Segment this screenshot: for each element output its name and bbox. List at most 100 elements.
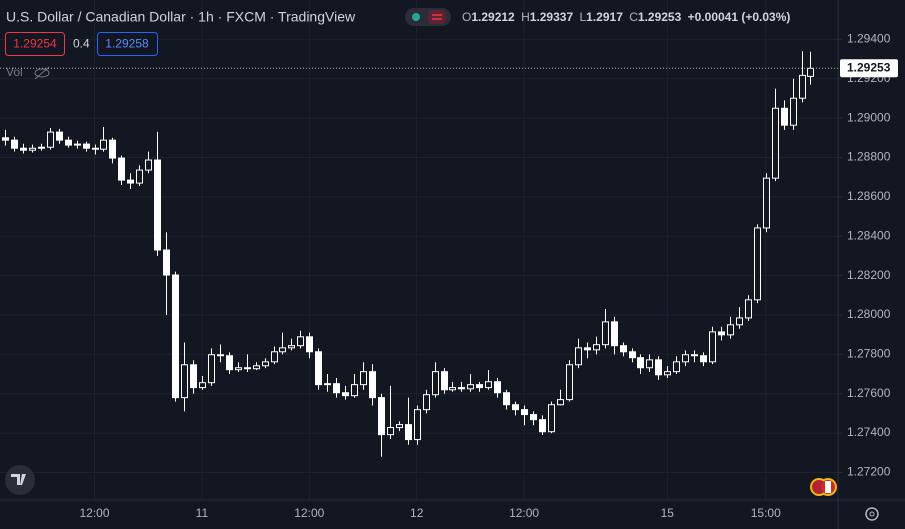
flag-ca-white (825, 481, 831, 493)
eye (34, 68, 50, 78)
candle-body (288, 345, 295, 349)
y-tick-label: 1.28800 (847, 150, 891, 164)
candle-body (745, 299, 752, 319)
candle-body (199, 382, 206, 389)
candle-body (512, 404, 519, 411)
candle-body (253, 365, 260, 370)
candle-body (476, 384, 483, 389)
candle-body (208, 354, 215, 384)
candle-body (181, 364, 188, 399)
candle-body (217, 354, 224, 357)
candle-body (136, 169, 143, 184)
candle-body (718, 331, 725, 336)
ohlc-value: 1.29253 (638, 10, 682, 24)
y-tick-label: 1.27600 (847, 386, 891, 400)
candle-body (763, 177, 770, 229)
candle-body (611, 321, 618, 347)
candle-body (772, 107, 779, 179)
candle-body (575, 347, 582, 366)
x-tick-label: 12:00 (79, 506, 109, 520)
ohlc-label: O (462, 10, 471, 24)
ohlc-change: +0.00041 (+0.03%) (688, 10, 791, 24)
candle-body (423, 394, 430, 411)
gear (865, 507, 879, 521)
flag-icons[interactable] (810, 478, 837, 496)
candle-body (593, 344, 600, 351)
candle-body (226, 355, 233, 371)
y-tick-label: 1.27400 (847, 425, 891, 439)
menu-icon (432, 14, 442, 20)
candle-body (458, 387, 465, 390)
ohlc-value: 1.29337 (530, 10, 574, 24)
candle-body (56, 131, 63, 141)
toggle-icons[interactable] (405, 8, 451, 26)
candle-body (727, 324, 734, 336)
candle-body (324, 383, 331, 386)
candle-body (29, 147, 36, 151)
ohlc-readout: O1.29212 H1.29337 L1.2917 C1.29253 +0.00… (462, 10, 790, 24)
candle-body (387, 427, 394, 436)
candle-body (2, 137, 9, 141)
candle-body (620, 345, 627, 353)
candle-body (306, 336, 313, 353)
candle-body (271, 351, 278, 363)
candle-body (557, 399, 564, 406)
candle-body (441, 371, 448, 391)
candle-body (190, 364, 197, 389)
settings-icon[interactable] (865, 507, 879, 521)
ohlc-label: C (629, 10, 638, 24)
candle-body (781, 107, 788, 126)
y-tick-label: 1.29400 (847, 32, 891, 46)
status-dot (412, 13, 420, 21)
candle-body (279, 347, 286, 353)
candle-body (467, 384, 474, 390)
candle-body (673, 361, 680, 373)
candle-body (664, 371, 671, 376)
candle-body (521, 409, 528, 416)
candle-body (47, 131, 54, 148)
candle-body (83, 143, 90, 149)
volume-label: Vol (6, 65, 23, 79)
candle-body (315, 351, 322, 386)
menu-icon-bg[interactable] (428, 10, 446, 24)
hide-icon[interactable] (34, 66, 50, 80)
candle-body (145, 159, 152, 171)
candle-body (20, 147, 27, 151)
candle-body (807, 67, 814, 77)
y-tick-label: 1.28200 (847, 268, 891, 282)
last-price-label: 1.29253 (847, 60, 891, 74)
candle-body (38, 146, 45, 149)
ask-box[interactable] (97, 32, 158, 56)
candle-body (127, 179, 134, 184)
bid-box[interactable] (5, 32, 65, 56)
y-tick-label: 1.27200 (847, 465, 891, 479)
candle-body (378, 397, 385, 436)
candle-body (539, 419, 546, 433)
candle-body (11, 139, 18, 149)
candle-body (369, 371, 376, 399)
candle-body (100, 139, 107, 150)
spread: 0.4 (73, 37, 90, 51)
candle-body (405, 424, 412, 441)
candle-body (109, 139, 116, 159)
bid-price: 1.29254 (13, 37, 57, 51)
chart-title: U.S. Dollar / Canadian Dollar · 1h · FXC… (6, 9, 356, 25)
candle-body (485, 381, 492, 389)
candle-body (494, 381, 501, 394)
candle-body (799, 74, 806, 99)
candle-body (548, 404, 555, 433)
candle-body (163, 249, 170, 276)
candle-body (682, 354, 689, 363)
candle-body (92, 147, 99, 150)
eye-slash (34, 66, 50, 80)
candle-body (655, 359, 662, 376)
gear-center (869, 511, 875, 517)
candle-body (637, 357, 644, 369)
tv-logo[interactable] (5, 465, 35, 495)
candle-body (449, 387, 456, 391)
x-tick-label: 12 (410, 506, 424, 520)
candle-body (629, 351, 636, 359)
candle-body (790, 97, 797, 126)
candle-body (333, 383, 340, 394)
